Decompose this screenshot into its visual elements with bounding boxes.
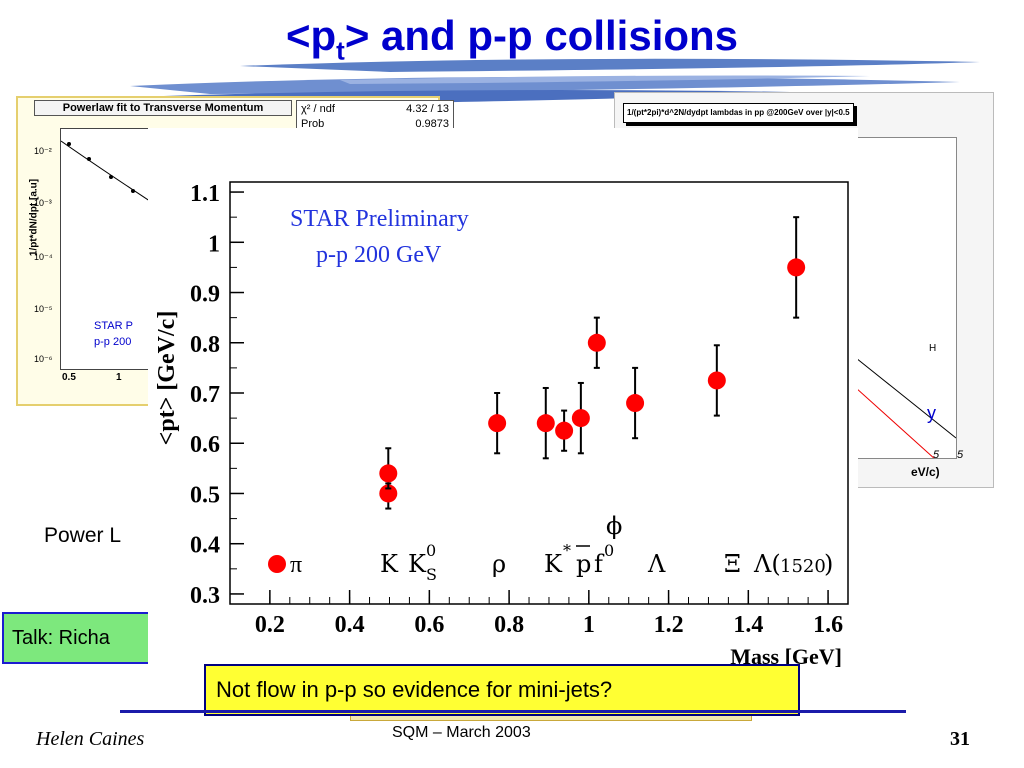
y-tick-label: 0.8 xyxy=(190,332,220,358)
author-name: Helen Caines xyxy=(36,728,145,750)
y-tick-label: 0.3 xyxy=(190,583,220,609)
particle-label-k0s-sup: 0 xyxy=(426,541,436,560)
x-tick-label: 1.4 xyxy=(733,612,763,638)
x-tick-label: 0.6 xyxy=(414,612,444,638)
particle-label-lambda: Λ xyxy=(647,550,666,578)
chart-subtitle: p-p 200 GeV xyxy=(316,242,442,268)
stat-label: Prob xyxy=(301,118,325,130)
slide-title: <pt> and p-p collisions xyxy=(285,12,739,66)
particle-label-f0-sup: 0 xyxy=(604,541,614,560)
particle-label-f0: f xyxy=(594,550,605,578)
right-fragment-y: y xyxy=(927,403,936,423)
ytick-label: 10⁻³ xyxy=(34,198,52,208)
particle-label-pbar: p xyxy=(576,550,591,578)
particle-label-phi: ϕ xyxy=(606,512,622,540)
right-fragment-h: H xyxy=(929,343,937,354)
particle-label-k: K xyxy=(380,550,399,578)
data-point xyxy=(536,414,555,433)
y-tick-label: 0.6 xyxy=(190,432,220,458)
panel-header: 1/(pt*2pi)*d^2N/dydpt lambdas in pp @200… xyxy=(623,103,854,123)
y-tick-label: 1.1 xyxy=(190,181,220,207)
particle-label-lambda1520: Λ( xyxy=(753,550,781,578)
data-point xyxy=(555,421,574,440)
particle-labels: K K 0 S ρ K * p f 0 ϕ Λ Ξ Λ( 1520 ) xyxy=(380,512,833,584)
particle-label-rho: ρ xyxy=(492,550,506,578)
legend-marker xyxy=(268,555,286,573)
x-tick-label: 0.8 xyxy=(494,612,524,638)
footer-divider xyxy=(120,710,906,713)
left-legend-line2: p-p 200 xyxy=(94,336,132,348)
power-law-label: Power L xyxy=(44,524,122,547)
right-xlabel-fragment: eV/c) xyxy=(911,465,940,479)
y-tick-label: 0.5 xyxy=(190,482,220,508)
page-number: 31 xyxy=(950,728,970,750)
stat-value: 4.32 / 13 xyxy=(406,103,449,115)
right-xtick: 5 xyxy=(957,449,964,461)
y-tick-label: 0.9 xyxy=(190,282,220,308)
conference-label: SQM – March 2003 xyxy=(392,724,531,741)
ytick-label: 10⁻² xyxy=(34,146,52,156)
xtick-label: 1 xyxy=(116,372,122,383)
talk-reference-box: Talk: Richa xyxy=(2,612,160,664)
right-xtick: 5 xyxy=(933,449,940,461)
xtick-label: 0.5 xyxy=(62,372,76,383)
particle-label-xi: Ξ xyxy=(724,550,741,578)
particle-label-kstar: K xyxy=(544,550,563,578)
ytick-label: 10⁻⁵ xyxy=(34,304,53,314)
chart-ticks: 0.3 0.4 0.5 0.6 0.7 0.8 0.9 1 1.1 0.2 0.4 0.6 0.8 1 1.… xyxy=(190,181,843,638)
note-box: Not flow in p-p so evidence for mini-jet… xyxy=(204,664,800,716)
x-tick-label: 1.2 xyxy=(654,612,684,638)
data-point xyxy=(571,409,590,428)
y-tick-label: 0.4 xyxy=(190,533,220,559)
chart-ylabel: <pt> [GeV/c] xyxy=(154,311,180,446)
data-point xyxy=(379,464,398,483)
left-legend-line1: STAR P xyxy=(94,320,133,332)
particle-label-close-paren: ) xyxy=(824,550,833,578)
stat-value: 0.9873 xyxy=(415,118,449,130)
y-tick-label: 1 xyxy=(208,231,220,257)
x-tick-label: 0.2 xyxy=(255,612,285,638)
note-box-shadow xyxy=(350,712,752,721)
spectrum-curves xyxy=(855,357,957,479)
mean-pt-chart: 0.3 0.4 0.5 0.6 0.7 0.8 0.9 1 1.1 0.2 0.4 0.6 0.8 1 1.… xyxy=(148,128,858,669)
stat-label: χ² / ndf xyxy=(301,103,335,115)
data-point xyxy=(587,333,606,352)
spectrum-plot-area xyxy=(855,137,957,479)
chart-title: STAR Preliminary xyxy=(290,206,469,232)
legend-pion-label: π xyxy=(290,552,302,578)
panel-header: Powerlaw fit to Transverse Momentum xyxy=(34,100,292,116)
x-tick-label: 1 xyxy=(583,612,595,638)
x-tick-label: 1.6 xyxy=(813,612,843,638)
mean-pt-chart-svg: 0.3 0.4 0.5 0.6 0.7 0.8 0.9 1 1.1 0.2 0.4 0.6 0.8 1 1.… xyxy=(154,181,849,669)
particle-label-kstar-sup: * xyxy=(563,541,571,560)
ytick-label: 10⁻⁶ xyxy=(34,354,53,364)
particle-label-1520: 1520 xyxy=(780,556,826,577)
chart-marks xyxy=(379,216,806,510)
data-point xyxy=(626,394,645,413)
data-point xyxy=(707,371,726,390)
particle-label-k0s-sub: S xyxy=(426,565,437,584)
x-tick-label: 0.4 xyxy=(335,612,365,638)
data-point xyxy=(787,258,806,277)
ylabel-container: 1/pt*dN/dpt [a.u] xyxy=(24,162,40,282)
data-point xyxy=(379,484,398,503)
ytick-label: 10⁻⁴ xyxy=(34,252,53,262)
y-tick-label: 0.7 xyxy=(190,382,220,408)
particle-label-k0s: K xyxy=(408,550,427,578)
data-point xyxy=(488,414,507,433)
